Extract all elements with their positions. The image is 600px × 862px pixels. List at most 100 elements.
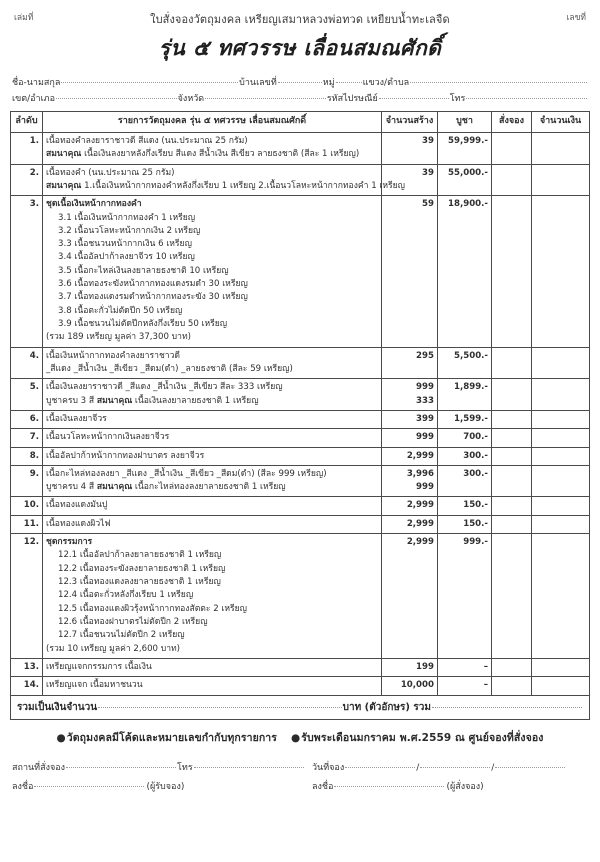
row-index: 4.	[10, 346, 43, 380]
subdistrict-input[interactable]	[410, 82, 587, 83]
serial-no-label: เลขที่	[566, 13, 586, 23]
row-description-main: เนื้อทองคำ (นน.ประมาณ 25 กรัม)	[46, 167, 175, 178]
phone-input[interactable]	[466, 98, 587, 99]
row-index: 7.	[10, 428, 43, 448]
row-quantity-extra: 333	[416, 395, 434, 406]
row-quantity: 999	[381, 428, 438, 448]
row-order-input[interactable]	[491, 163, 532, 197]
row-amount-input[interactable]	[531, 409, 590, 430]
row-amount-input[interactable]	[531, 533, 590, 659]
row-index: 11.	[10, 514, 43, 535]
table-row: 4. เนื้อเงินหน้ากากทองคำลงยาราชาวดี _สีแดง…	[10, 346, 590, 380]
total-amount-input[interactable]	[98, 706, 342, 708]
volume-no-label: เล่มที่	[14, 13, 34, 23]
order-date-year-input[interactable]	[495, 766, 566, 768]
table-row: 14. เหรียญแจก เนื้อมหาชนวน 10,000–	[10, 676, 590, 696]
header-description: รายการวัตถุมงคล รุ่น ๕ ทศวรรษ เลื่อนสมณศ…	[42, 111, 382, 133]
row-description-main: เนื้อทองแดงผิวไฟ	[46, 518, 111, 529]
row-order-input[interactable]	[491, 676, 532, 696]
row-order-input[interactable]	[491, 533, 532, 659]
postcode-input[interactable]	[378, 98, 449, 99]
table-row: 1. เนื้อทองคำลงยาราชาวดี สีแดง (นน.ประมาณ…	[10, 131, 590, 165]
row-order-input[interactable]	[491, 496, 532, 516]
row-index: 6.	[10, 409, 43, 430]
row-index: 8.	[10, 446, 43, 466]
row-amount-input[interactable]	[531, 428, 590, 448]
footer-phone-input[interactable]	[193, 766, 304, 768]
orderer-signature-input[interactable]	[334, 785, 445, 787]
table-row: 2. เนื้อทองคำ (นน.ประมาณ 25 กรัม) สมนาคุณ …	[10, 163, 590, 197]
row-amount-input[interactable]	[531, 195, 590, 348]
order-date-day-input[interactable]	[345, 766, 416, 768]
row-subitem: 3.2 เนื้อนวโลหะหน้ากากเงิน 2 เหรียญ	[58, 225, 201, 236]
row-quantity: 3,996 999	[381, 464, 438, 498]
form-header: เล่มที่ ใบสั่งจองวัตถุมงคล เหรียญเสมาหลว…	[10, 6, 590, 34]
row-price: 999.-	[437, 533, 492, 659]
order-place-label: สถานที่สั่งจอง	[12, 762, 66, 773]
name-input[interactable]	[61, 82, 239, 83]
row-order-input[interactable]	[491, 514, 532, 535]
row-order-input[interactable]	[491, 195, 532, 348]
row-price: –	[437, 676, 492, 696]
order-date-month-input[interactable]	[420, 766, 491, 768]
row-price: 55,000.-	[437, 163, 492, 197]
row-quantity: 399	[381, 409, 438, 430]
row-price: 18,900.-	[437, 195, 492, 348]
row-order-input[interactable]	[491, 131, 532, 165]
row-description-main: ชุดเนื้อเงินหน้ากากทองคำ	[46, 199, 142, 210]
row-note-text: บูชาครบ 3 สี	[46, 395, 97, 406]
table-row: 9. เนื้อกะไหล่ทองลงยา _สีแดง _สีน้ำเงิน _…	[10, 464, 590, 498]
province-input[interactable]	[205, 98, 326, 99]
row-order-input[interactable]	[491, 657, 532, 678]
receiver-role-label: (ผู้รับจอง)	[146, 781, 185, 792]
table-body: 1. เนื้อทองคำลงยาราชาวดี สีแดง (นน.ประมาณ…	[10, 131, 590, 696]
row-order-input[interactable]	[491, 464, 532, 498]
row-description: เนื้อเงินหน้ากากทองคำลงยาราชาวดี _สีแดง _…	[42, 346, 382, 380]
row-subitem: 12.1 เนื้ออัลปาก้าลงยาลายธงชาติ 1 เหรียญ	[58, 550, 222, 561]
row-price: 700.-	[437, 428, 492, 448]
row-quantity-value: 2,999	[406, 450, 434, 461]
row-amount-input[interactable]	[531, 446, 590, 466]
row-amount-input[interactable]	[531, 131, 590, 165]
address-line-1: ชื่อ-นามสกุล บ้านเลขที่ หมู่ แขวง/ตำบล	[12, 75, 588, 91]
row-amount-input[interactable]	[531, 657, 590, 678]
row-price: 5,500.-	[437, 346, 492, 380]
row-index: 9.	[10, 464, 43, 498]
receiver-signature-input[interactable]	[34, 785, 145, 787]
row-index: 12.	[10, 533, 43, 659]
row-amount-input[interactable]	[531, 378, 590, 411]
row-amount-input[interactable]	[531, 464, 590, 498]
row-order-input[interactable]	[491, 409, 532, 430]
house-no-input[interactable]	[277, 82, 322, 83]
orderer-sign-label: ลงชื่อ	[312, 781, 334, 792]
row-quantity-value: 999	[416, 382, 434, 393]
row-amount-input[interactable]	[531, 676, 590, 696]
footer-line-2: ลงชื่อ (ผู้รับจอง) ลงชื่อ (ผู้สั่งจอง)	[12, 779, 588, 798]
row-amount-input[interactable]	[531, 163, 590, 197]
row-subitem: 12.6 เนื้อทองฝาบาตรไม่ตัดปีก 2 เหรียญ	[58, 616, 208, 627]
row-quantity-value: 59	[422, 199, 434, 210]
row-order-input[interactable]	[491, 346, 532, 380]
row-order-input[interactable]	[491, 428, 532, 448]
date-slash-1: /	[416, 762, 420, 773]
row-description: เหรียญแจก เนื้อมหาชนวน	[42, 676, 382, 696]
order-place-input[interactable]	[66, 766, 177, 768]
postcode-label: รหัสไปรษณีย์	[326, 94, 378, 104]
footer-line-1: สถานที่สั่งจอง โทร วันที่จอง / /	[12, 760, 588, 779]
row-order-input[interactable]	[491, 446, 532, 466]
row-index: 14.	[10, 676, 43, 696]
row-price: 150.-	[437, 496, 492, 516]
total-baht-label: บาท (ตัวอักษร) รวม	[342, 701, 431, 713]
total-words-input[interactable]	[432, 706, 582, 708]
row-order-input[interactable]	[491, 378, 532, 411]
row-description-main: เนื้อเงินลงยาราชาวดี _สีแดง _สีน้ำเงิน _…	[46, 382, 283, 393]
row-quantity-value: 39	[422, 135, 434, 146]
address-block: ชื่อ-นามสกุล บ้านเลขที่ หมู่ แขวง/ตำบล เ…	[10, 75, 590, 107]
row-amount-input[interactable]	[531, 496, 590, 516]
moo-input[interactable]	[335, 82, 362, 83]
district-input[interactable]	[55, 98, 177, 99]
row-amount-input[interactable]	[531, 514, 590, 535]
row-amount-input[interactable]	[531, 346, 590, 380]
subdistrict-label: แขวง/ตำบล	[362, 78, 410, 88]
row-description: เหรียญแจกกรรมการ เนื้อเงิน	[42, 657, 382, 678]
